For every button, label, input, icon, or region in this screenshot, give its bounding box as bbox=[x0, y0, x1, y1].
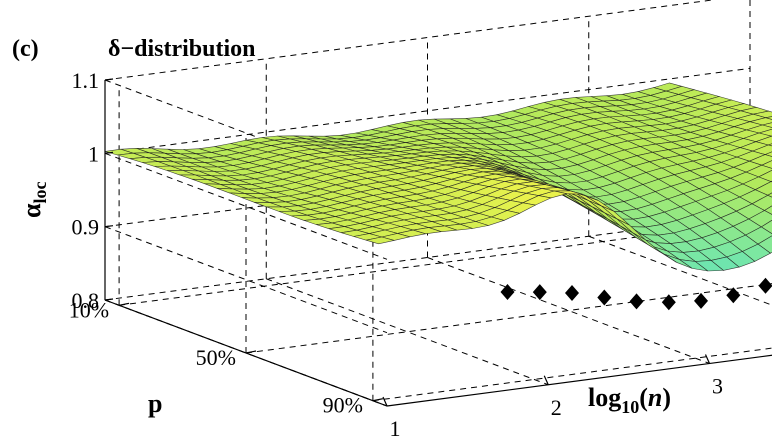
z-axis-label: αloc bbox=[17, 181, 50, 218]
data-point-marker bbox=[501, 284, 515, 300]
data-point-marker bbox=[630, 293, 644, 309]
z-tick-mark bbox=[105, 226, 113, 227]
x-axis-label: log10(n) bbox=[588, 383, 671, 417]
grid-line bbox=[246, 268, 772, 353]
x-axis-label-sub: 10 bbox=[621, 397, 639, 417]
y-tick-label: 90% bbox=[323, 393, 363, 418]
y-axis-label: p bbox=[148, 389, 162, 418]
y-tick-label: 50% bbox=[196, 345, 236, 370]
y-tick-label: 10% bbox=[69, 297, 109, 322]
z-tick-label: 1.1 bbox=[72, 68, 100, 93]
x-tick-label: 1 bbox=[390, 416, 401, 441]
surface bbox=[105, 83, 772, 271]
panel-label: (c) bbox=[12, 36, 39, 62]
z-axis-label-sub: loc bbox=[30, 181, 50, 203]
x-tick-label: 2 bbox=[551, 395, 562, 420]
x-tick-label: 3 bbox=[712, 374, 723, 399]
z-tick-label: 1 bbox=[88, 141, 99, 166]
grid-line bbox=[428, 258, 710, 364]
data-point-marker bbox=[597, 290, 611, 306]
z-axis-label-main: α bbox=[17, 203, 46, 218]
chart-title: δ−distribution bbox=[108, 36, 256, 62]
data-point-marker bbox=[694, 293, 708, 309]
x-axis-label-main: log bbox=[588, 383, 621, 412]
z-tick-label: 0.9 bbox=[72, 215, 100, 240]
data-point-marker bbox=[565, 285, 579, 301]
data-point-marker bbox=[759, 278, 772, 294]
z-tick-mark bbox=[105, 79, 113, 80]
x-axis-label-arg: n bbox=[648, 383, 662, 412]
